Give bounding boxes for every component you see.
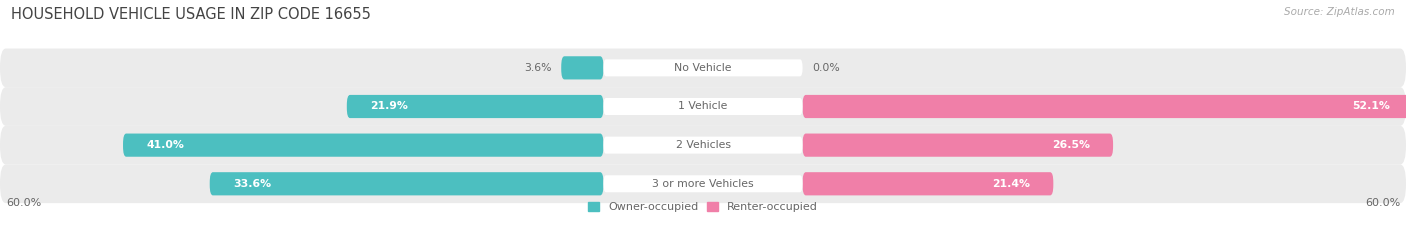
Text: 2 Vehicles: 2 Vehicles [675,140,731,150]
FancyBboxPatch shape [803,134,1114,157]
Text: No Vehicle: No Vehicle [675,63,731,73]
Text: 26.5%: 26.5% [1052,140,1090,150]
FancyBboxPatch shape [0,126,1406,164]
Text: 3 or more Vehicles: 3 or more Vehicles [652,179,754,189]
FancyBboxPatch shape [603,98,803,115]
FancyBboxPatch shape [803,95,1406,118]
Text: 41.0%: 41.0% [146,140,184,150]
Legend: Owner-occupied, Renter-occupied: Owner-occupied, Renter-occupied [588,202,818,212]
FancyBboxPatch shape [0,164,1406,203]
Text: 21.9%: 21.9% [370,102,408,112]
Text: 60.0%: 60.0% [6,198,41,208]
Text: 3.6%: 3.6% [524,63,551,73]
Text: 33.6%: 33.6% [233,179,271,189]
FancyBboxPatch shape [0,87,1406,126]
Text: 1 Vehicle: 1 Vehicle [678,102,728,112]
FancyBboxPatch shape [603,59,803,76]
FancyBboxPatch shape [209,172,603,195]
FancyBboxPatch shape [347,95,603,118]
Text: 21.4%: 21.4% [991,179,1029,189]
FancyBboxPatch shape [603,137,803,154]
Text: 52.1%: 52.1% [1351,102,1389,112]
Text: Source: ZipAtlas.com: Source: ZipAtlas.com [1284,7,1395,17]
Text: 0.0%: 0.0% [813,63,839,73]
Text: 60.0%: 60.0% [1365,198,1400,208]
FancyBboxPatch shape [603,175,803,192]
Text: HOUSEHOLD VEHICLE USAGE IN ZIP CODE 16655: HOUSEHOLD VEHICLE USAGE IN ZIP CODE 1665… [11,7,371,22]
FancyBboxPatch shape [803,172,1053,195]
FancyBboxPatch shape [0,48,1406,87]
FancyBboxPatch shape [561,56,603,79]
FancyBboxPatch shape [124,134,603,157]
